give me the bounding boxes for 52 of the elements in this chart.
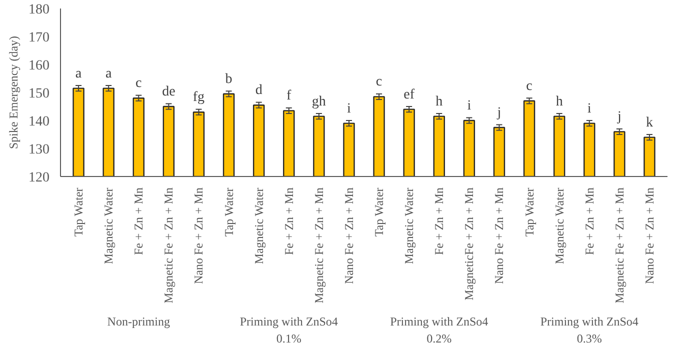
x-tick-label: Fe + Zn + Mn: [132, 187, 146, 256]
data-label: gh: [312, 94, 326, 110]
data-label: d: [255, 83, 262, 98]
text: Priming with ZnSo4 0.2%: [390, 314, 488, 346]
data-label: c: [136, 76, 142, 92]
x-tick-label: Magnetic Fe + Zn + Mn: [612, 187, 626, 304]
data-label: j: [616, 110, 622, 125]
data-label: a: [105, 66, 112, 82]
data-label: j: [496, 106, 502, 120]
data-label: i: [467, 98, 472, 114]
data-label: de: [162, 84, 176, 100]
y-tick-label: 120: [28, 170, 50, 186]
x-tick-label: Nano Fe + Zn + Mn: [642, 187, 656, 284]
data-label: c: [376, 74, 382, 90]
y-tick-label: 160: [28, 58, 50, 74]
x-tick-label: Tap Water: [372, 188, 386, 237]
data-label: b: [225, 72, 232, 87]
x-tick-label: Magnetic Water: [252, 188, 266, 264]
y-tick-label: 150: [28, 86, 50, 102]
y-tick-label: 130: [28, 142, 50, 158]
y-tick-label: 170: [28, 30, 50, 46]
data-label: ef: [404, 87, 415, 102]
x-tick-label: MagneticFe + Zn + Mn: [462, 187, 476, 300]
x-tick-label: Nano Fe + Zn + Mn: [342, 187, 356, 284]
data-label: h: [556, 94, 563, 110]
x-tick-label: Fe + Zn + Mn: [582, 187, 596, 256]
text: Priming with ZnSo4 0.3%: [540, 314, 638, 346]
x-tick-label: Nano Fe + Zn + Mn: [192, 187, 206, 284]
x-tick-label: Magnetic Water: [552, 188, 566, 264]
x-tick-label: Magnetic Water: [102, 188, 116, 264]
x-tick-label: Fe + Zn + Mn: [432, 187, 446, 256]
data-label: i: [587, 101, 592, 116]
x-tick-label: Fe + Zn + Mn: [282, 187, 296, 256]
y-tick-label: 140: [28, 114, 50, 130]
x-tick-label: Magnetic Fe + Zn + Mn: [162, 187, 176, 304]
data-label: f: [286, 88, 292, 104]
x-tick-label: Nano Fe + Zn + Mn: [492, 187, 506, 284]
x-tick-label: Magnetic Water: [402, 188, 416, 264]
x-tick-label: Tap Water: [522, 188, 536, 237]
x-tick-label: Tap Water: [72, 188, 86, 237]
y-axis-title: Spike Emergency (day): [6, 36, 20, 150]
x-tick-label: Magnetic Fe + Zn + Mn: [312, 187, 326, 304]
data-label: k: [646, 115, 653, 130]
x-tick-label: Tap Water: [222, 188, 236, 237]
data-label: i: [347, 101, 352, 116]
data-label: h: [436, 94, 443, 110]
data-label: c: [526, 78, 532, 94]
text: Non-priming: [107, 314, 170, 328]
y-tick-label: 180: [28, 2, 50, 18]
text: Priming with ZnSo4 0.1%: [240, 314, 338, 346]
data-label: a: [75, 66, 82, 82]
data-label: fg: [192, 90, 205, 106]
